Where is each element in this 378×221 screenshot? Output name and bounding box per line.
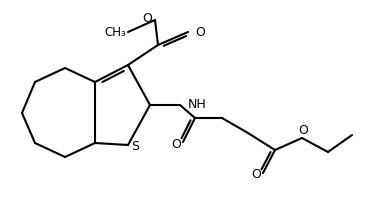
Text: O: O [171,137,181,151]
Text: O: O [142,11,152,25]
Text: O: O [298,124,308,137]
Text: S: S [131,139,139,152]
Text: O: O [195,25,205,38]
Text: NH: NH [188,99,207,112]
Text: CH₃: CH₃ [104,25,126,38]
Text: O: O [251,168,261,181]
